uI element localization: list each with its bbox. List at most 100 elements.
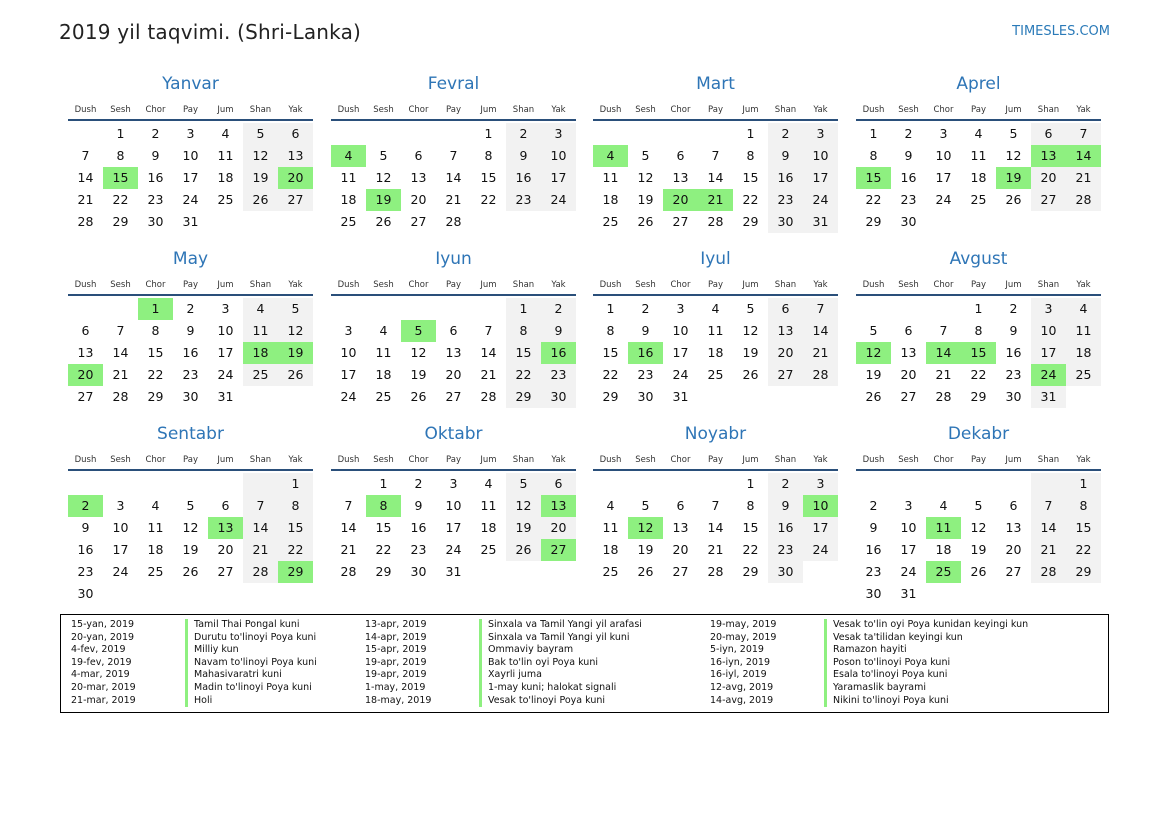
empty-cell bbox=[401, 123, 436, 145]
calendar-day: 2 bbox=[541, 298, 576, 320]
empty-cell bbox=[506, 211, 541, 233]
empty-cell bbox=[996, 473, 1031, 495]
calendar-day: 30 bbox=[637, 389, 654, 404]
weekday-label: Pay bbox=[183, 280, 198, 290]
calendar-day: 21 bbox=[707, 542, 724, 557]
calendar-day: 2 bbox=[768, 123, 803, 145]
calendar-day: 12 bbox=[182, 520, 199, 535]
calendar-day: 5 bbox=[1009, 126, 1018, 141]
calendar-day: 24 bbox=[112, 564, 129, 579]
holiday-day: 14 bbox=[1066, 145, 1101, 167]
calendar-day: 4 bbox=[484, 476, 493, 491]
empty-cell bbox=[996, 583, 1031, 605]
calendar-day: 15 bbox=[480, 170, 497, 185]
calendar-day: 23 bbox=[182, 367, 199, 382]
legend-row: 16-iyl, 2019 Esala to'linoyi Poya kuni bbox=[700, 669, 1028, 682]
calendar-day: 7 bbox=[344, 498, 353, 513]
holiday-date: 19-apr, 2019 bbox=[365, 656, 427, 668]
calendar-day: 21 bbox=[935, 367, 952, 382]
legend-row: 13-apr, 2019 Sinxala va Tamil Yangi yil a… bbox=[355, 619, 642, 632]
calendar-day: 15 bbox=[1066, 517, 1101, 539]
weekday-header: Dush Sesh Chor Pay Jum Shan Yak bbox=[331, 101, 576, 121]
calendar-day: 26 bbox=[410, 389, 427, 404]
calendar-day: 18 bbox=[970, 170, 987, 185]
month-name: Yanvar bbox=[162, 74, 219, 94]
calendar-day: 15 bbox=[375, 520, 392, 535]
weekday-label: Chor bbox=[670, 455, 691, 465]
month-fevral: Fevral Dush Sesh Chor Pay Jum Shan Yak 1 2 3 4 5 6 7 8 9… bbox=[331, 73, 576, 233]
holiday-day: 29 bbox=[278, 561, 313, 583]
empty-cell bbox=[331, 123, 366, 145]
holiday-day: 10 bbox=[803, 495, 838, 517]
weekday-label: Sesh bbox=[898, 105, 919, 115]
weekday-label: Sesh bbox=[635, 280, 656, 290]
calendar-day: 27 bbox=[217, 564, 234, 579]
calendar-day: 27 bbox=[900, 389, 917, 404]
weekday-label: Pay bbox=[183, 105, 198, 115]
empty-cell bbox=[593, 473, 628, 495]
holiday-name: Poson to'linoyi Poya kuni bbox=[824, 656, 950, 670]
weekday-label: Jum bbox=[742, 280, 759, 290]
calendar-day: 16 bbox=[77, 542, 94, 557]
calendar-day: 21 bbox=[445, 192, 462, 207]
calendar-day: 2 bbox=[151, 126, 160, 141]
weekday-header: Dush Sesh Chor Pay Jum Shan Yak bbox=[856, 101, 1101, 121]
empty-cell bbox=[1066, 386, 1101, 408]
calendar-day: 6 bbox=[81, 323, 90, 338]
calendar-day: 22 bbox=[375, 542, 392, 557]
empty-cell bbox=[698, 123, 733, 145]
weekday-label: Pay bbox=[446, 105, 461, 115]
calendar-day: 26 bbox=[375, 214, 392, 229]
calendar-day: 7 bbox=[939, 323, 948, 338]
weekday-label: Dush bbox=[862, 105, 885, 115]
holiday-day: 5 bbox=[401, 320, 436, 342]
holiday-day: 13 bbox=[208, 517, 243, 539]
calendar-day: 13 bbox=[410, 170, 427, 185]
weekday-label: Shan bbox=[249, 280, 272, 290]
calendar-day: 16 bbox=[1005, 345, 1022, 360]
calendar-day: 17 bbox=[112, 542, 129, 557]
weekday-header: Dush Sesh Chor Pay Jum Shan Yak bbox=[593, 451, 838, 471]
calendar-day: 9 bbox=[869, 520, 878, 535]
calendar-day: 2 bbox=[869, 498, 878, 513]
empty-cell bbox=[68, 473, 103, 495]
weekday-label: Chor bbox=[933, 105, 954, 115]
day-grid: 1 2 3 4 5 6 7 8 9 10 11 12 13 14 15 16 17 18 19 20 21 22 23 24 2… bbox=[68, 123, 313, 233]
calendar-day: 26 bbox=[637, 564, 654, 579]
calendar-day: 25 bbox=[340, 214, 357, 229]
calendar-day: 26 bbox=[742, 367, 759, 382]
legend-row: 16-iyn, 2019 Poson to'linoyi Poya kuni bbox=[700, 656, 1028, 670]
calendar-day: 8 bbox=[1066, 495, 1101, 517]
calendar-day: 17 bbox=[803, 167, 838, 189]
calendar-day: 30 bbox=[77, 586, 94, 601]
brand-link[interactable]: TIMESLES.COM bbox=[1012, 24, 1110, 39]
weekday-label: Chor bbox=[408, 280, 429, 290]
calendar-day: 5 bbox=[278, 298, 313, 320]
calendar-day: 4 bbox=[379, 323, 388, 338]
calendar-day: 26 bbox=[182, 564, 199, 579]
calendar-day: 2 bbox=[904, 126, 913, 141]
holiday-legend: 15-yan, 2019 Tamil Thai Pongal kuni 20-yan… bbox=[60, 614, 1109, 713]
calendar-day: 10 bbox=[112, 520, 129, 535]
calendar-day: 15 bbox=[506, 342, 541, 364]
calendar-day: 20 bbox=[672, 542, 689, 557]
empty-cell bbox=[208, 211, 243, 233]
calendar-day: 1 bbox=[379, 476, 388, 491]
calendar-day: 1 bbox=[606, 301, 615, 316]
weekday-label: Shan bbox=[774, 280, 797, 290]
holiday-date: 20-yan, 2019 bbox=[71, 631, 135, 643]
calendar-day: 27 bbox=[672, 564, 689, 579]
month-iyul: Iyul Dush Sesh Chor Pay Jum Shan Yak 1 2 3 4 5 6 7 8 9 10… bbox=[593, 248, 838, 408]
calendar-day: 12 bbox=[637, 170, 654, 185]
holiday-name: Durutu to'linoyi Poya kuni bbox=[185, 631, 316, 645]
calendar-day: 1 bbox=[278, 473, 313, 495]
holiday-name: Bak to'lin oyi Poya kuni bbox=[479, 656, 598, 670]
holiday-day: 19 bbox=[366, 189, 401, 211]
holiday-date: 14-apr, 2019 bbox=[365, 631, 427, 643]
empty-cell bbox=[628, 123, 663, 145]
calendar-day: 29 bbox=[506, 386, 541, 408]
weekday-label: Shan bbox=[249, 105, 272, 115]
calendar-day: 19 bbox=[182, 542, 199, 557]
empty-cell bbox=[541, 211, 576, 233]
calendar-day: 29 bbox=[742, 214, 759, 229]
